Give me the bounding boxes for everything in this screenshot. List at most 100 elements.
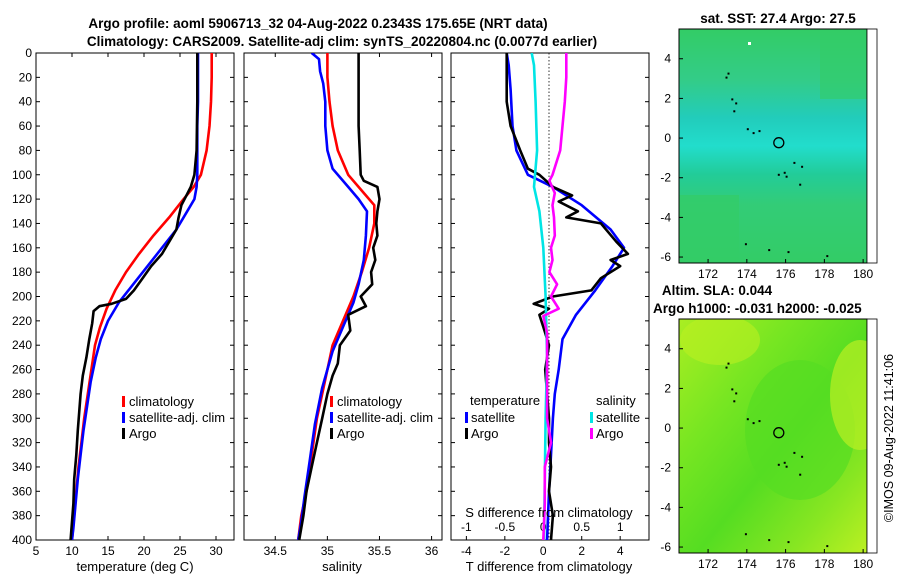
map-x-tick-label: 172 <box>698 267 718 281</box>
difference-legend: temperature satellite Argo salinity sate… <box>465 393 640 441</box>
map-y-tick-label: 2 <box>664 91 671 105</box>
series-line-s-argo <box>542 53 568 540</box>
y-tick-label: 100 <box>12 168 32 182</box>
sst-missing-pixel <box>748 42 751 45</box>
island-dot <box>785 465 788 468</box>
island-dot <box>731 388 734 391</box>
series-line-satellite-adj-clim <box>296 53 369 540</box>
legend-label-t-satellite: satellite <box>471 410 515 425</box>
x-tick-label: 15 <box>101 544 115 558</box>
y-tick-label: 120 <box>12 192 32 206</box>
y-tick-label: 400 <box>12 533 32 547</box>
y-tick-label: 140 <box>12 216 32 230</box>
island-dot <box>746 418 749 421</box>
legend-swatch-satellite <box>122 412 125 423</box>
y-tick-label: 260 <box>12 363 32 377</box>
map-y-tick-label: -2 <box>660 461 671 475</box>
map-y-tick-label: 4 <box>664 52 671 66</box>
y-tick-label: 240 <box>12 338 32 352</box>
x-tick-label: 35.5 <box>368 544 392 558</box>
island-dot <box>727 72 730 75</box>
series-line-argo <box>69 53 199 540</box>
island-dot <box>826 545 829 548</box>
y-tick-label: 220 <box>12 314 32 328</box>
sla-map-title: Altim. SLA: 0.044 <box>662 283 773 298</box>
y-tick-label: 320 <box>12 436 32 450</box>
island-dot <box>727 362 730 365</box>
sla-islands <box>725 362 829 548</box>
temperature-axes <box>35 52 235 541</box>
island-dot <box>733 400 736 403</box>
map-x-tick-label: 174 <box>737 557 757 571</box>
map-x-tick-label: 178 <box>814 557 834 571</box>
map-x-tick-label: 176 <box>776 267 796 281</box>
island-dot <box>733 110 736 113</box>
difference-x2-label: S difference from climatology <box>465 505 633 520</box>
island-dot <box>826 255 829 258</box>
island-dot <box>787 251 790 254</box>
imos-stamp: ©IMOS 09-Aug-2022 11:41:06 <box>882 354 896 522</box>
map-x-tick-label: 180 <box>853 267 873 281</box>
salinity-axes <box>243 52 443 541</box>
island-dot <box>801 165 804 168</box>
sst-islands <box>725 72 829 258</box>
y-tick-label: 80 <box>19 143 33 157</box>
map-x-tick-label: 180 <box>853 557 873 571</box>
map-y-tick-label: -4 <box>660 500 671 514</box>
island-dot <box>785 175 788 178</box>
map-x-tick-label: 178 <box>814 267 834 281</box>
difference-panel: -4 -2 0 2 4 -1 -0.5 0 0.5 1 S difference from cl… <box>450 52 650 574</box>
legend-swatch-satellite <box>330 412 333 423</box>
legend-swatch-t-satellite <box>465 412 468 423</box>
legend-swatch-t-argo <box>465 428 468 439</box>
sla-map-subtitle: Argo h1000: -0.031 h2000: -0.025 <box>653 301 862 316</box>
sla-x-ticks: 172 174 176 178 180 <box>698 549 873 571</box>
x-tick-label: 4 <box>617 544 624 558</box>
y-tick-label: 340 <box>12 460 32 474</box>
x2-tick-label: -0.5 <box>494 520 515 534</box>
island-dot <box>744 533 747 536</box>
x2-tick-label: -1 <box>461 520 472 534</box>
island-dot <box>725 366 728 369</box>
salinity-y-ticks <box>244 52 442 541</box>
x-tick-label: 0 <box>540 544 547 558</box>
y-tick-label: 280 <box>12 387 32 401</box>
island-dot <box>787 541 790 544</box>
x-tick-label: 20 <box>137 544 151 558</box>
legend-label-s-satellite: satellite <box>596 410 640 425</box>
island-dot <box>793 161 796 164</box>
island-dot <box>768 539 771 542</box>
sst-colorbar <box>866 28 878 264</box>
map-y-tick-label: -6 <box>660 250 671 264</box>
legend-label-satellite: satellite-adj. clim <box>337 410 433 425</box>
legend-swatch-s-satellite <box>590 412 593 423</box>
series-line-s-satellite <box>530 53 549 540</box>
sst-field-patch <box>679 195 739 263</box>
island-dot <box>799 183 802 186</box>
map-y-tick-label: 2 <box>664 381 671 395</box>
legend-swatch-climatology <box>330 396 333 407</box>
legend-label-satellite: satellite-adj. clim <box>129 410 225 425</box>
x-tick-label: 10 <box>65 544 79 558</box>
legend-title-salinity: salinity <box>596 393 636 408</box>
island-dot <box>783 461 786 464</box>
legend-label-argo: Argo <box>337 426 364 441</box>
sst-x-ticks: 172 174 176 178 180 <box>698 259 873 281</box>
y-tick-label: 20 <box>19 70 33 84</box>
legend-title-temperature: temperature <box>470 393 540 408</box>
x2-tick-label: 1 <box>617 520 624 534</box>
island-dot <box>752 132 755 135</box>
sla-y-ticks: 4 2 0 -2 -4 -6 <box>660 342 683 554</box>
legend-swatch-argo <box>122 428 125 439</box>
temperature-y-ticks: 0 20 40 60 80 100 120 140 160 180 200 220 240 260 280 3… <box>12 46 234 547</box>
temperature-x-label: temperature (deg C) <box>76 559 193 574</box>
salinity-panel: 34.5 35 35.5 36 salinity climatology satell… <box>243 52 443 574</box>
sla-field-patch <box>680 319 760 365</box>
sla-map: Altim. SLA: 0.044 Argo h1000: -0.031 h20… <box>653 283 878 571</box>
y-tick-label: 160 <box>12 241 32 255</box>
x-tick-label: 30 <box>209 544 223 558</box>
map-y-tick-label: -6 <box>660 540 671 554</box>
map-x-tick-label: 172 <box>698 557 718 571</box>
legend-swatch-s-argo <box>590 428 593 439</box>
